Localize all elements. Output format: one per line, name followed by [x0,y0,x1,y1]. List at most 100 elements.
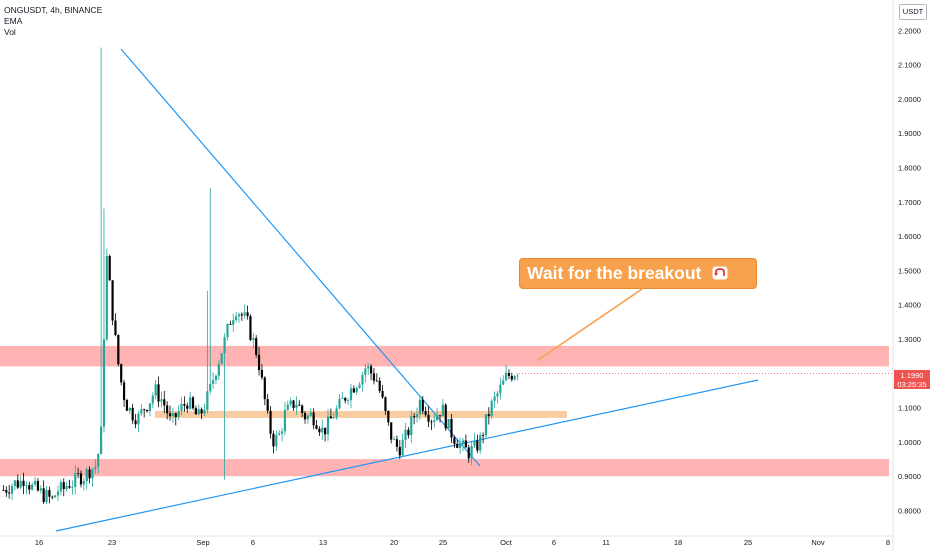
ascending-trendline [55,379,759,532]
candle-body [186,405,189,409]
candle-body [105,255,108,340]
candle-body [384,397,387,411]
candle-body [97,454,100,467]
price-tick-label: 1.8000 [898,164,921,173]
candle-body [94,466,97,469]
candle-body [91,468,94,479]
candle-body [467,447,470,459]
candle-body [444,404,447,429]
candle-body [189,397,192,409]
candle-body [338,398,341,409]
price-tick-label: 2.2000 [898,26,921,35]
callout-box[interactable]: Wait for the breakout [519,258,757,289]
time-tick-label: 18 [674,538,682,547]
candle-body [200,409,203,414]
last-price-value: 1.1990 [900,371,924,380]
candle-body [117,334,120,365]
candles-layer [2,47,893,505]
candle-body [154,384,157,396]
price-axis[interactable]: 2.2000 2.1000 2.0000 1.9000 1.8000 1.7000 1.60… [898,26,921,515]
candle-body [10,485,14,494]
time-tick-label: 16 [35,538,43,547]
candle-body [453,437,456,444]
candle-body [171,413,174,417]
price-tick-label: 1.6000 [898,232,921,241]
price-tick-label: 1.0000 [898,438,921,447]
candle-body [329,416,332,419]
time-tick-label: 20 [390,538,398,547]
candle-body [364,368,367,375]
candle-body [19,480,22,488]
candle-body [326,416,330,435]
candle-body [214,375,218,381]
price-tick-label: 1.4000 [898,301,921,310]
time-tick-label: Nov [811,538,825,547]
candle-body [5,490,8,493]
candle-body [301,405,304,414]
candle-body [358,384,361,388]
candle-body [206,391,209,411]
candle-body [240,314,243,316]
candle-body [321,427,324,433]
ema-indicator-label[interactable]: EMA [4,16,23,26]
candle-body [275,434,278,447]
candle-body [433,420,436,422]
candle-body [450,418,453,438]
candle-body [157,384,160,402]
candle-body [484,414,488,436]
candle-body [209,383,212,392]
candle-body [13,480,17,486]
price-tick-label: 1.5000 [898,266,921,275]
time-tick-label: Sep [196,538,209,547]
candle-body [263,377,266,400]
candle-body [436,415,439,421]
candle-body [62,482,65,489]
candle-body [298,404,301,406]
candle-body [496,393,499,397]
candle-body [424,411,427,415]
candle-body [163,399,166,406]
candle-body [85,469,88,482]
time-axis[interactable]: 16 23 Sep 6 13 20 25 Oct 6 11 18 25 Nov 8 [35,538,890,547]
plot-area[interactable] [0,0,893,536]
candle-body [479,435,482,451]
zone-mid [155,411,567,418]
candle-body [243,312,246,316]
volume-indicator-label[interactable]: Vol [4,27,16,37]
candle-body [464,440,467,448]
price-tick-label: 1.3000 [898,335,921,344]
candle-body [266,399,269,411]
candle-body [180,403,183,411]
candle-body [54,495,57,498]
candle-body [137,413,140,425]
candle-body [306,415,309,420]
last-price-tag: 1.1990 03:25:35 [894,370,930,389]
candle-body [401,440,404,456]
candle-body [39,488,42,491]
price-tick-label: 1.1000 [898,404,921,413]
candle-body [145,409,149,412]
candle-body [292,400,295,408]
currency-badge[interactable]: USDT [899,4,927,20]
callout-pointer [537,288,643,361]
candle-body [493,396,496,401]
candle-body [203,410,206,414]
time-tick-label: Oct [500,538,513,547]
candle-body [2,489,5,491]
price-tick-label: 1.7000 [898,198,921,207]
candle-body [82,481,85,485]
candle-body [407,429,410,436]
candle-body [125,400,129,411]
candle-body [289,400,292,405]
candle-body [309,412,312,416]
time-tick-label: 25 [744,538,752,547]
candle-body [341,398,344,399]
candle-body [447,418,450,429]
candle-body [392,439,396,441]
descending-trendline [120,48,481,467]
symbol-title[interactable]: ONGUSDT, 4h, BINANCE [4,5,103,15]
candle-body [74,473,77,487]
candle-body [456,443,459,448]
